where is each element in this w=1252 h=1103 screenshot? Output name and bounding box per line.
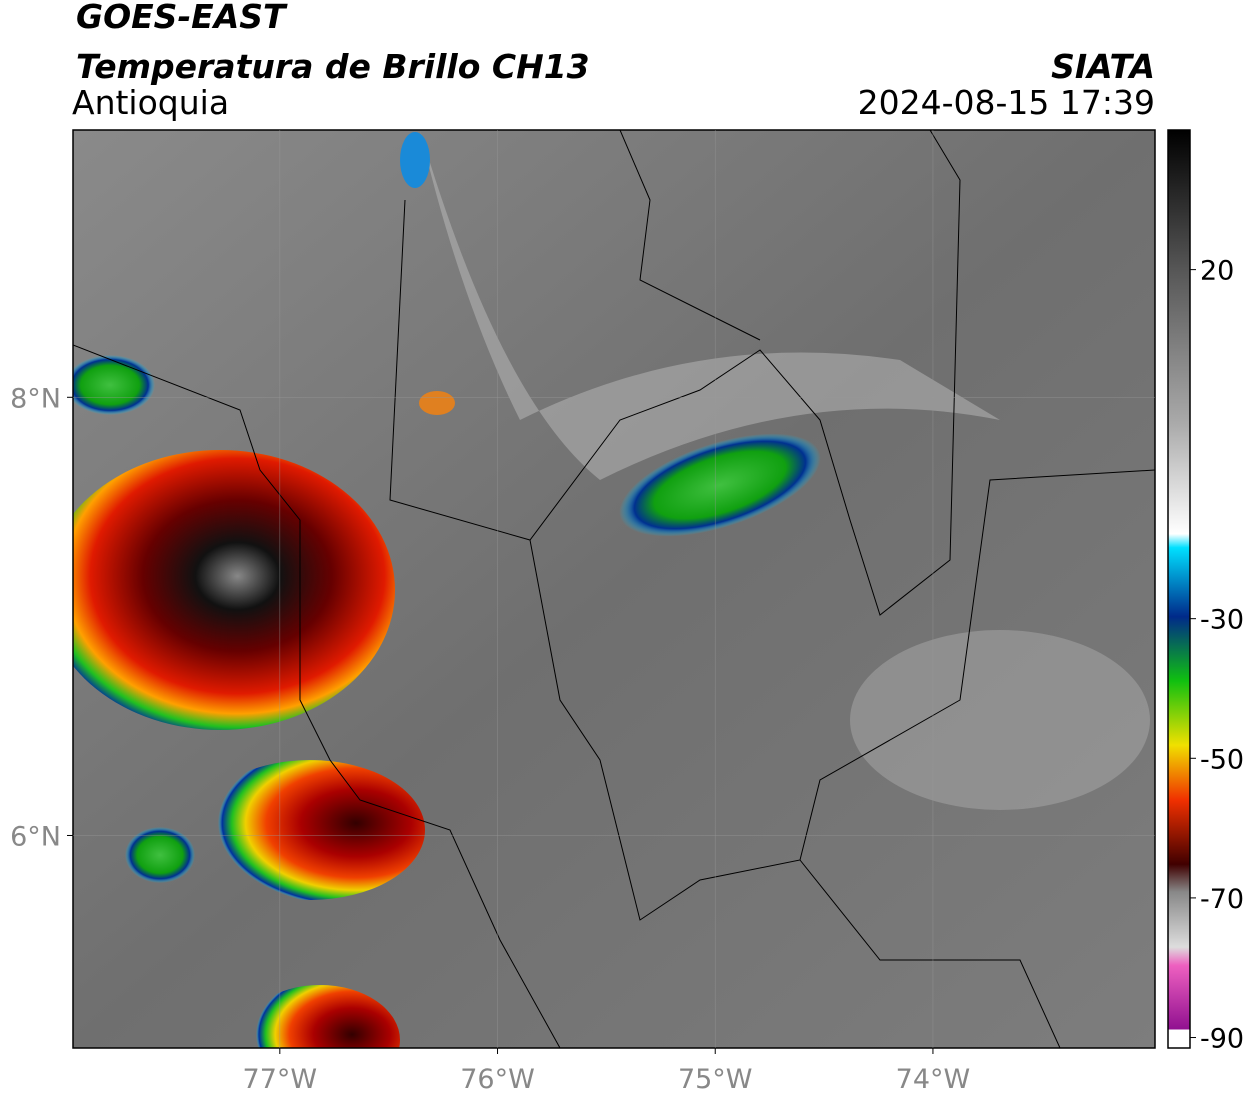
colorbar-tick-label: -90 xyxy=(1200,1024,1244,1055)
axes: 77°W 76°W 75°W 74°W 8°N 6°N xyxy=(10,130,1155,1095)
colorbar-ticks: 20 -30 -50 -70 -90 xyxy=(1190,256,1244,1055)
title: GOES-EAST xyxy=(76,0,288,36)
x-tick-label: 77°W xyxy=(243,1064,318,1095)
x-tick-label: 76°W xyxy=(460,1064,535,1095)
borders xyxy=(73,130,1155,1048)
colorbar-tick-label: -30 xyxy=(1200,605,1244,636)
colorbar-tick-label: -70 xyxy=(1200,884,1244,915)
colorbar xyxy=(1167,129,1191,1049)
source: SIATA xyxy=(1051,47,1155,86)
region: Antioquia xyxy=(72,83,229,122)
imagery xyxy=(73,130,1155,1048)
colorbar-tick-label: -50 xyxy=(1200,744,1244,775)
colorbar-tick-label: 20 xyxy=(1200,256,1234,287)
x-tick-label: 75°W xyxy=(678,1064,753,1095)
x-tick-label: 74°W xyxy=(896,1064,971,1095)
y-tick-label: 6°N xyxy=(10,821,61,852)
datetime: 2024-08-15 17:39 xyxy=(858,83,1155,122)
subtitle: Temperatura de Brillo CH13 xyxy=(76,47,590,86)
y-tick-label: 8°N xyxy=(10,383,61,414)
map-frame xyxy=(72,129,1156,1049)
